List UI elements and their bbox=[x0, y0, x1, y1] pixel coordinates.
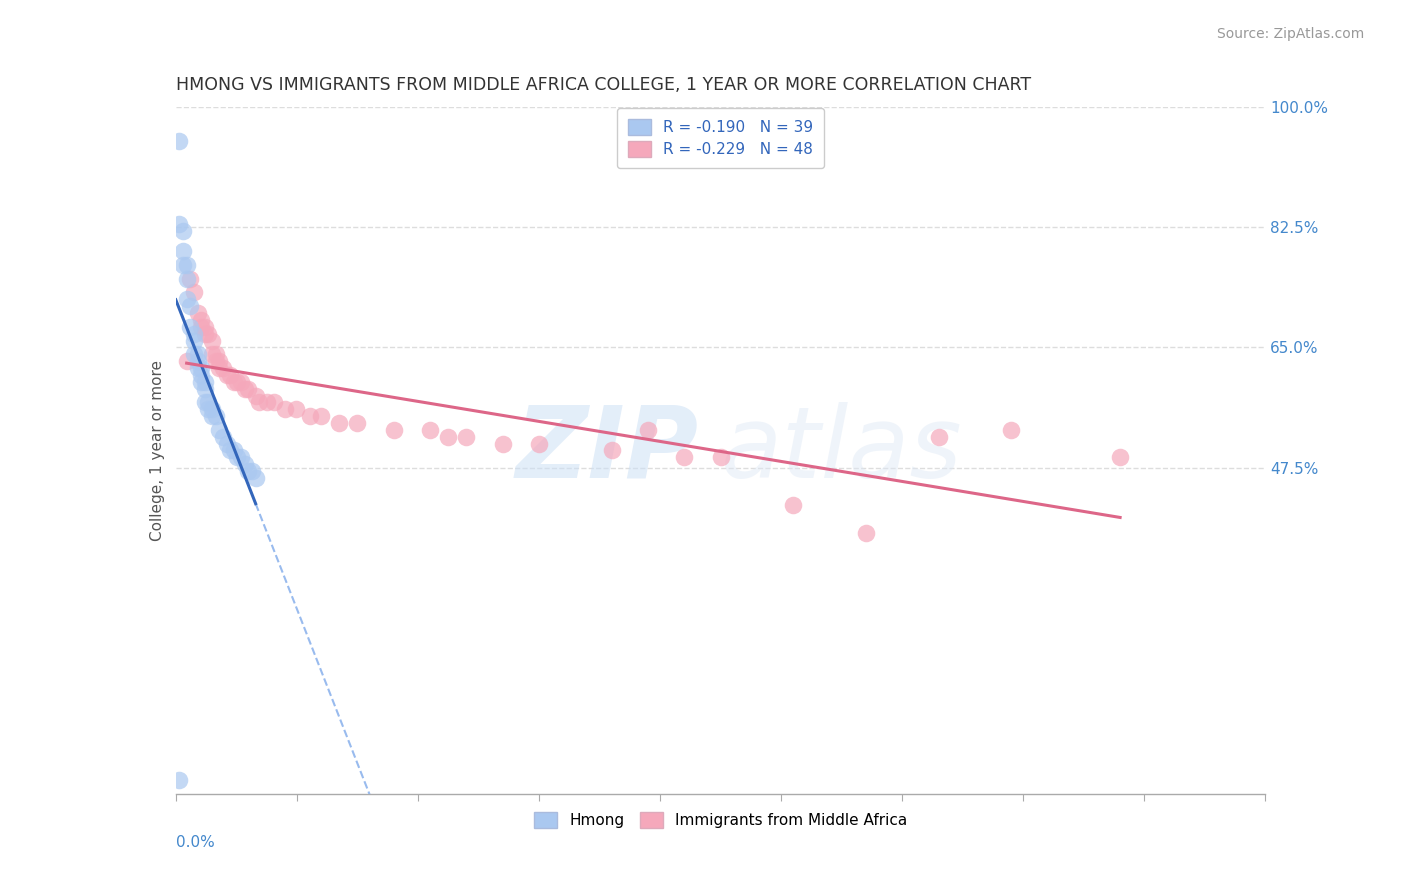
Point bbox=[176, 293, 198, 307]
Point bbox=[256, 395, 278, 409]
Point bbox=[637, 423, 659, 437]
Text: ZIP: ZIP bbox=[516, 402, 699, 499]
Point bbox=[169, 217, 191, 231]
Point bbox=[169, 134, 191, 148]
Point bbox=[245, 471, 267, 485]
Point bbox=[197, 402, 219, 417]
Point bbox=[247, 395, 270, 409]
Point bbox=[928, 430, 950, 444]
Point bbox=[492, 436, 515, 450]
Point bbox=[183, 334, 205, 348]
Point bbox=[328, 416, 350, 430]
Point bbox=[190, 361, 212, 376]
Point bbox=[183, 285, 205, 300]
Text: HMONG VS IMMIGRANTS FROM MIDDLE AFRICA COLLEGE, 1 YEAR OR MORE CORRELATION CHART: HMONG VS IMMIGRANTS FROM MIDDLE AFRICA C… bbox=[176, 77, 1031, 95]
Point bbox=[176, 354, 198, 368]
Point bbox=[172, 258, 194, 272]
Point bbox=[710, 450, 733, 465]
Point bbox=[204, 347, 226, 361]
Point bbox=[309, 409, 332, 423]
Point bbox=[208, 361, 231, 376]
Point bbox=[172, 244, 194, 259]
Text: 0.0%: 0.0% bbox=[176, 835, 215, 850]
Point bbox=[456, 430, 478, 444]
Point bbox=[179, 299, 201, 313]
Point bbox=[1000, 423, 1022, 437]
Point bbox=[215, 436, 238, 450]
Point bbox=[183, 326, 205, 341]
Point bbox=[208, 354, 231, 368]
Point bbox=[201, 334, 224, 348]
Point bbox=[222, 375, 245, 389]
Point bbox=[194, 319, 217, 334]
Point bbox=[284, 402, 307, 417]
Point bbox=[194, 326, 217, 341]
Point bbox=[190, 375, 212, 389]
Point bbox=[179, 271, 201, 285]
Point bbox=[179, 319, 201, 334]
Point bbox=[212, 430, 235, 444]
Point bbox=[212, 361, 235, 376]
Point bbox=[186, 347, 209, 361]
Text: atlas: atlas bbox=[721, 402, 962, 499]
Point bbox=[231, 450, 253, 465]
Point bbox=[419, 423, 441, 437]
Point bbox=[194, 382, 217, 396]
Point bbox=[201, 409, 224, 423]
Point bbox=[190, 313, 212, 327]
Point bbox=[263, 395, 285, 409]
Point bbox=[186, 354, 209, 368]
Point bbox=[233, 382, 256, 396]
Point bbox=[194, 375, 217, 389]
Point bbox=[190, 368, 212, 382]
Text: Source: ZipAtlas.com: Source: ZipAtlas.com bbox=[1216, 27, 1364, 41]
Point bbox=[222, 443, 245, 458]
Point bbox=[194, 395, 217, 409]
Point bbox=[186, 306, 209, 320]
Point bbox=[215, 368, 238, 382]
Point bbox=[201, 347, 224, 361]
Y-axis label: College, 1 year or more: College, 1 year or more bbox=[149, 360, 165, 541]
Point bbox=[208, 423, 231, 437]
Point bbox=[226, 375, 249, 389]
Point bbox=[527, 436, 550, 450]
Point bbox=[231, 375, 253, 389]
Point bbox=[346, 416, 368, 430]
Point bbox=[176, 271, 198, 285]
Point bbox=[600, 443, 623, 458]
Point bbox=[238, 464, 260, 478]
Point bbox=[782, 499, 804, 513]
Legend: Hmong, Immigrants from Middle Africa: Hmong, Immigrants from Middle Africa bbox=[529, 805, 912, 834]
Point bbox=[201, 402, 224, 417]
Point bbox=[169, 773, 191, 788]
Point bbox=[226, 450, 249, 465]
Point bbox=[183, 347, 205, 361]
Point bbox=[204, 409, 226, 423]
Point bbox=[197, 395, 219, 409]
Point bbox=[172, 224, 194, 238]
Point bbox=[1109, 450, 1132, 465]
Point bbox=[673, 450, 696, 465]
Point bbox=[219, 368, 242, 382]
Point bbox=[186, 361, 209, 376]
Point bbox=[219, 443, 242, 458]
Point bbox=[233, 457, 256, 471]
Point bbox=[176, 258, 198, 272]
Point bbox=[855, 525, 877, 540]
Point bbox=[437, 430, 460, 444]
Point bbox=[245, 388, 267, 402]
Point bbox=[197, 326, 219, 341]
Point bbox=[240, 464, 263, 478]
Point bbox=[204, 354, 226, 368]
Point bbox=[382, 423, 405, 437]
Point bbox=[190, 319, 212, 334]
Point bbox=[238, 382, 260, 396]
Point bbox=[274, 402, 297, 417]
Point bbox=[299, 409, 322, 423]
